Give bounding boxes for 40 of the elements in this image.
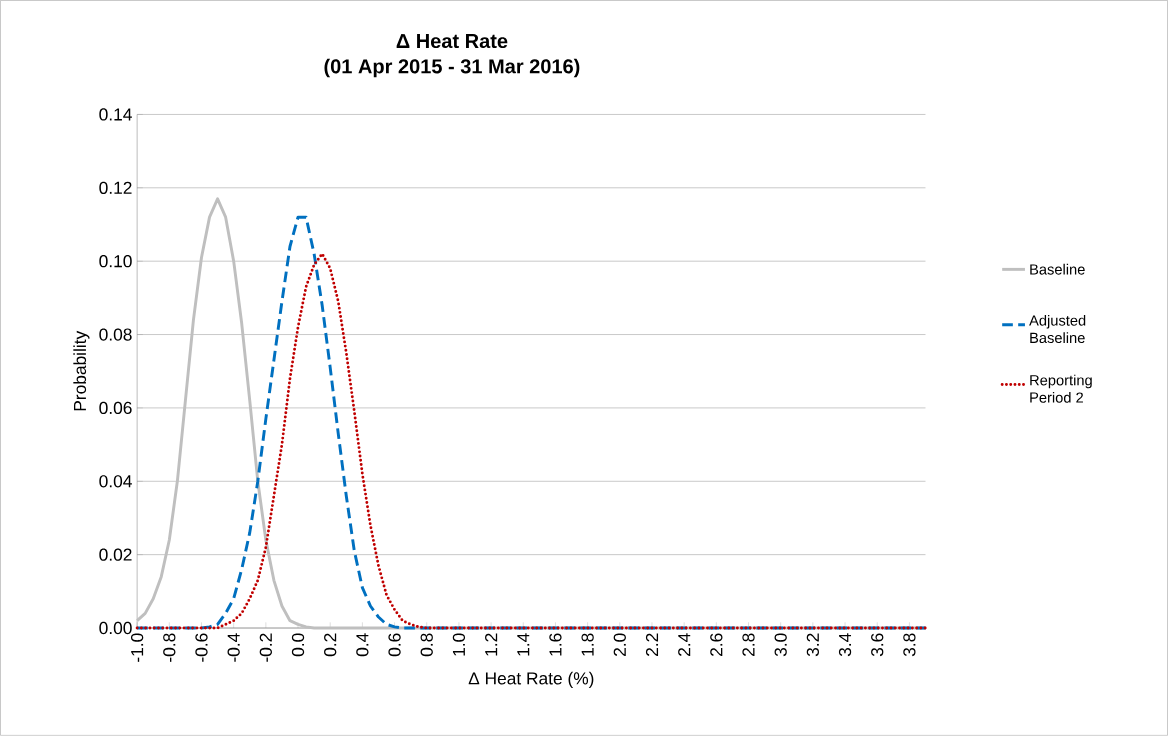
x-tick-label: 2.2 — [645, 633, 659, 657]
x-tick-label: 3.4 — [838, 633, 852, 657]
y-tick-label: 0.14 — [99, 108, 132, 121]
x-tick-label: 1.0 — [452, 633, 466, 656]
y-tick-label: 0.06 — [99, 401, 132, 415]
x-tick-label: -0.6 — [195, 633, 208, 662]
x-tick-label: -0.4 — [227, 633, 240, 662]
x-tick-label: 0.0 — [291, 633, 305, 657]
y-tick-label: 0.08 — [99, 328, 132, 341]
x-tick-label: 2.8 — [742, 633, 755, 657]
y-tick-label: 0.00 — [99, 621, 132, 635]
y-tick-label: 0.10 — [99, 255, 132, 268]
x-tick-label: 0.8 — [420, 633, 433, 657]
x-tick-label: -0.8 — [163, 633, 176, 662]
x-axis-title: Δ Heat Rate (%) — [468, 671, 594, 689]
x-tick-label: 0.4 — [356, 633, 369, 657]
x-tick-label: 2.4 — [678, 633, 691, 657]
x-tick-label: 3.0 — [774, 633, 787, 657]
y-tick-label: 0.12 — [99, 181, 132, 195]
x-tick-label: 0.2 — [324, 633, 337, 657]
y-axis-title: Probability — [73, 330, 90, 411]
legend-label: Reporting Period 2 — [1030, 374, 1092, 403]
x-tick-label: 1.2 — [485, 633, 498, 656]
x-tick-label: 3.8 — [903, 633, 916, 657]
x-tick-label: 2.6 — [710, 633, 723, 657]
x-tick-label: -1.0 — [130, 633, 144, 662]
x-tick-label: -0.2 — [259, 633, 272, 662]
y-tick-label: 0.04 — [99, 475, 132, 488]
chart-title: Δ Heat Rate — [396, 34, 508, 49]
legend-label: Baseline — [1030, 263, 1085, 275]
x-tick-label: 0.6 — [388, 633, 401, 657]
legend-label: Adjusted Baseline — [1029, 315, 1086, 344]
x-tick-label: 2.0 — [613, 633, 626, 657]
y-tick-label: 0.02 — [99, 548, 132, 561]
chart-subtitle: (01 Apr 2015 - 31 Mar 2016) — [324, 58, 580, 78]
x-tick-label: 3.2 — [806, 633, 820, 657]
x-tick-label: 1.8 — [581, 633, 594, 656]
x-tick-label: 3.6 — [871, 633, 884, 657]
x-tick-label: 1.6 — [549, 633, 562, 656]
x-tick-label: 1.4 — [517, 633, 530, 656]
